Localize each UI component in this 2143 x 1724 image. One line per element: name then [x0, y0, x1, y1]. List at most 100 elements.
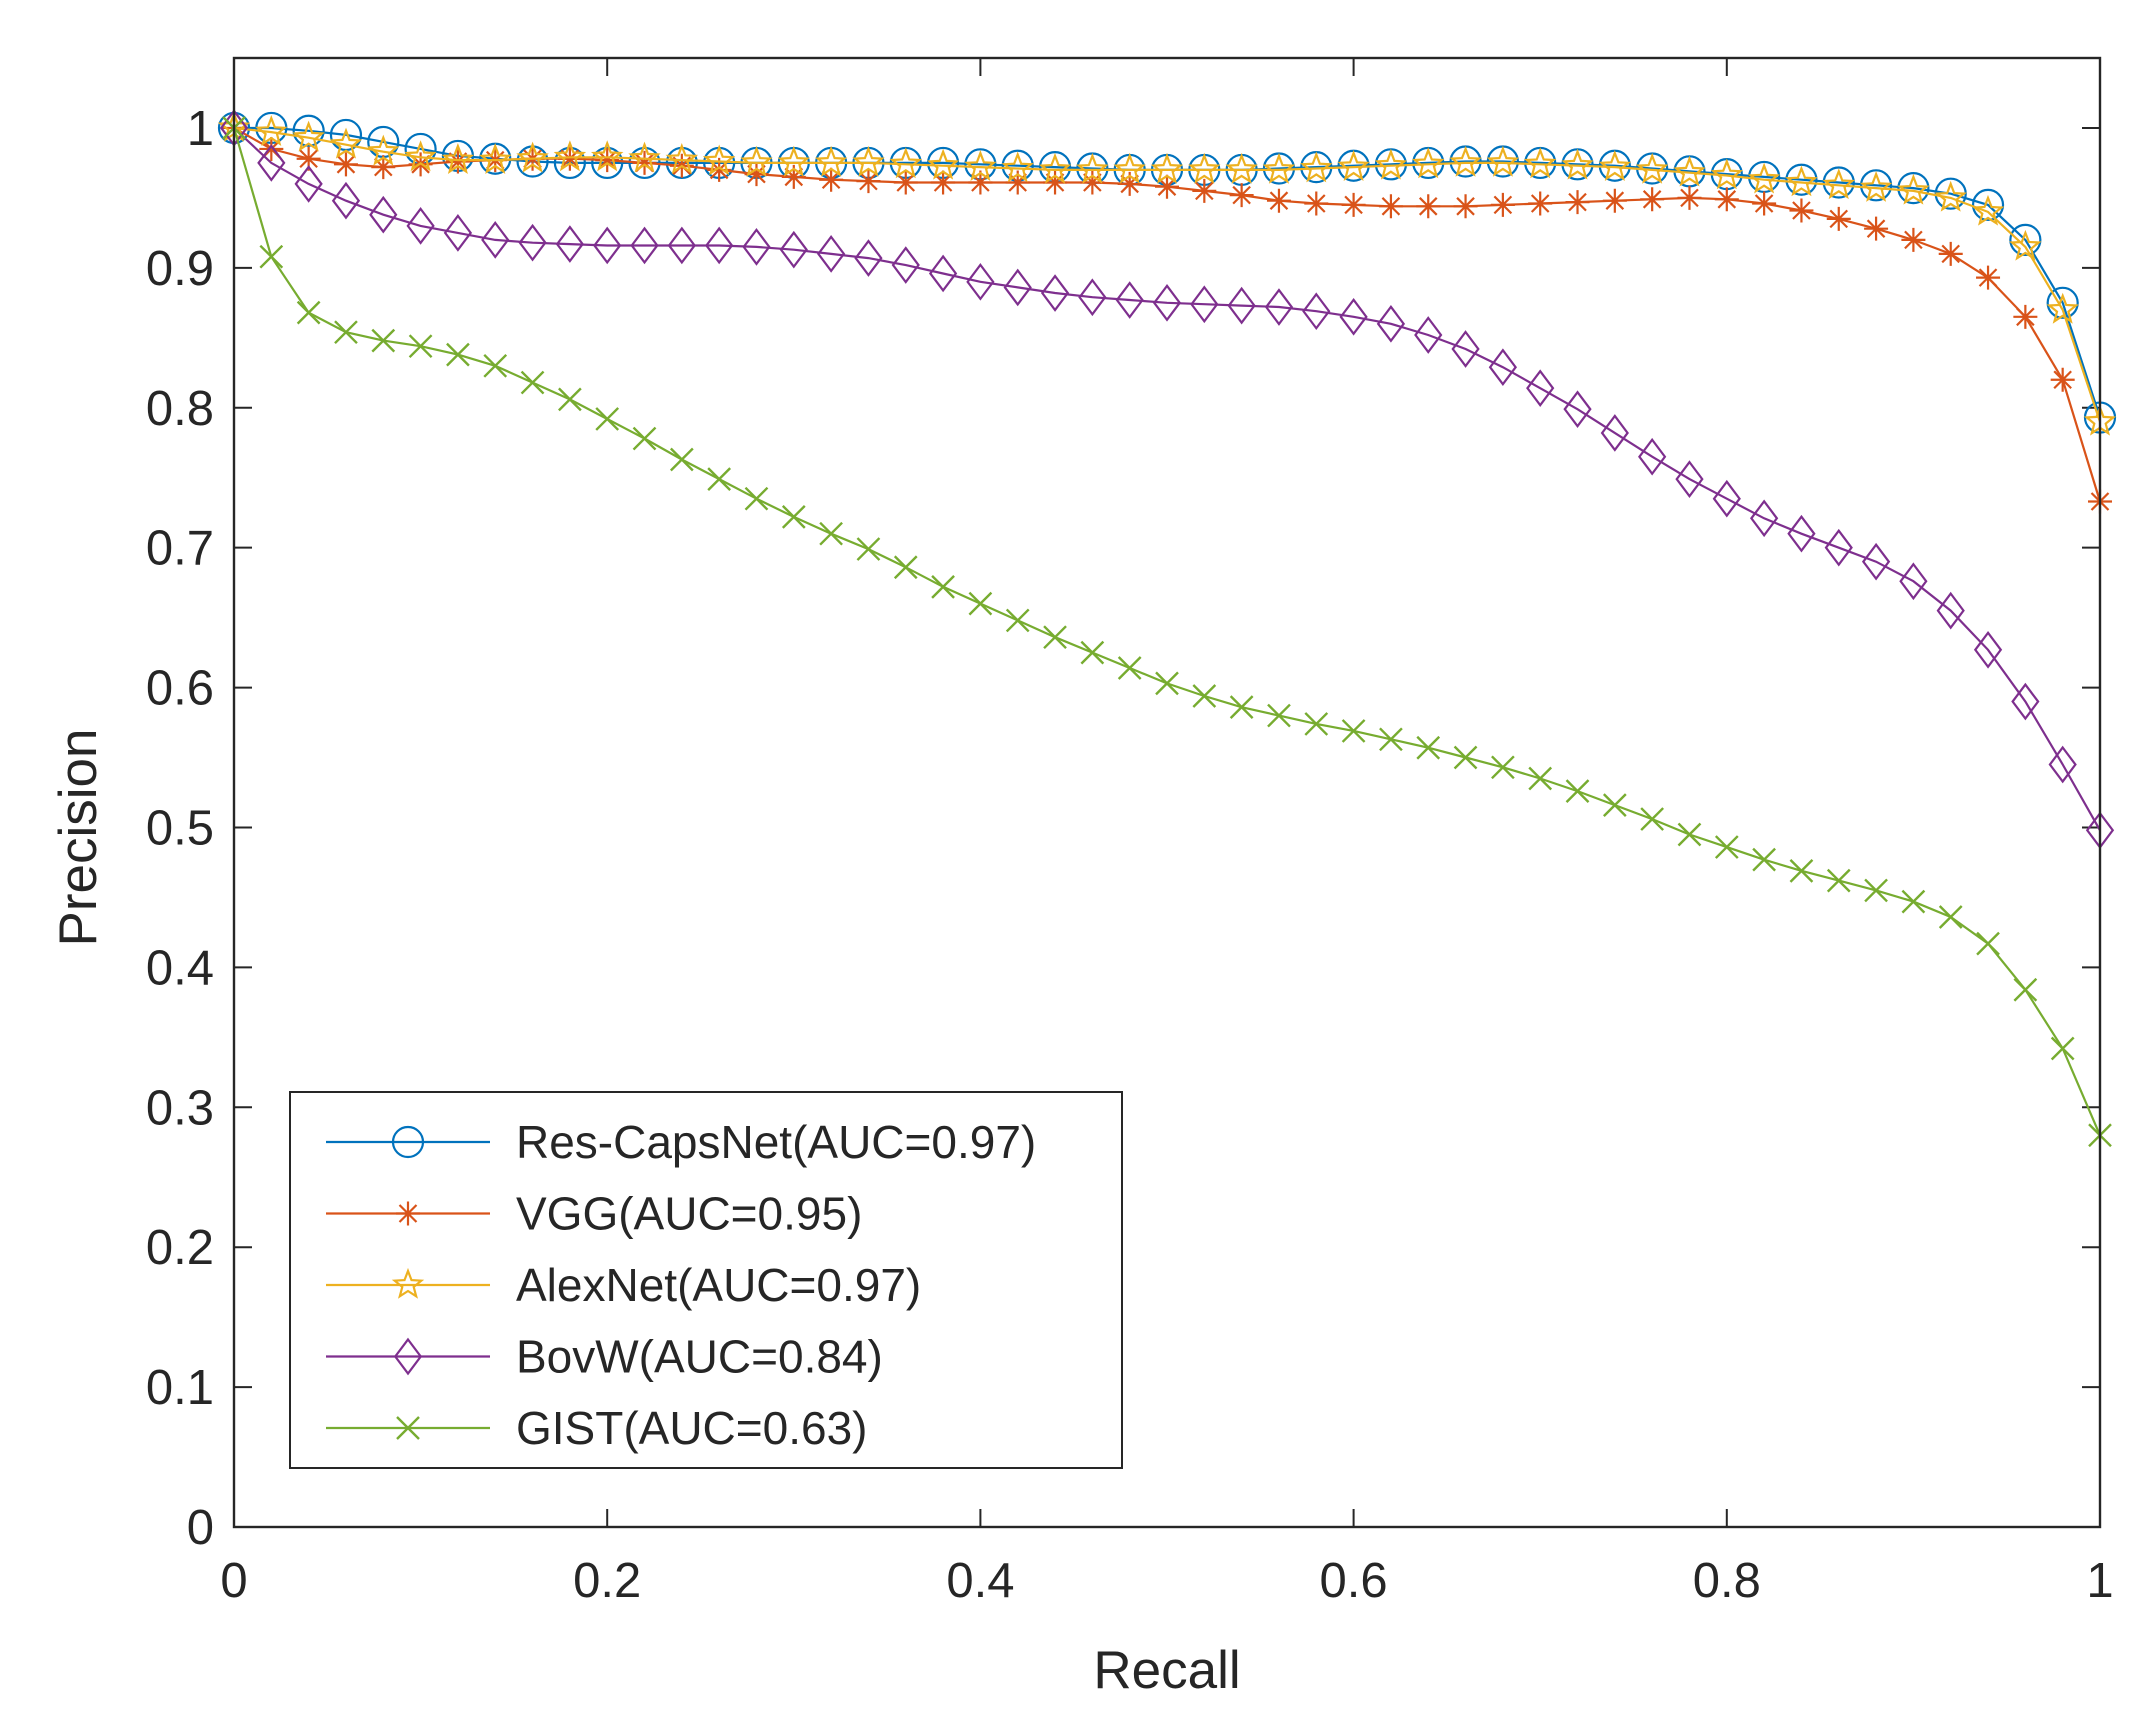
data-point-marker: [593, 226, 622, 265]
data-point-marker: [1117, 171, 1142, 196]
data-point-marker: [1262, 152, 1296, 184]
data-point-marker: [1712, 479, 1741, 518]
plot-frame: [232, 56, 2102, 1529]
data-point-marker: [1934, 177, 1967, 210]
data-point-marker: [931, 574, 955, 599]
data-point-marker: [1714, 187, 1739, 212]
data-point-marker: [819, 167, 844, 192]
data-point-marker: [2009, 223, 2042, 256]
legend-label: AlexNet(AUC=0.97): [516, 1259, 921, 1311]
data-point-marker: [1113, 152, 1146, 184]
y-tick-label: 0.6: [146, 662, 214, 716]
data-point-marker: [483, 353, 508, 378]
data-point-marker: [856, 169, 881, 194]
data-point-marker: [1826, 206, 1851, 231]
data-point-marker: [781, 164, 806, 189]
data-point-marker: [1600, 414, 1629, 452]
data-point-marker: [964, 150, 997, 181]
data-point-marker: [1602, 793, 1627, 817]
data-point-marker: [329, 127, 363, 159]
x-tick-label: 0.2: [573, 1554, 641, 1608]
data-point-marker: [966, 263, 995, 301]
data-point-marker: [558, 387, 582, 412]
data-point-marker: [555, 225, 585, 263]
data-point-marker: [1491, 755, 1515, 780]
data-point-marker: [367, 134, 400, 166]
y-tick-label: 0.8: [146, 382, 214, 436]
data-point-marker: [1528, 766, 1553, 791]
data-point-marker: [1528, 191, 1553, 216]
data-point-marker: [516, 141, 549, 173]
data-point-marker: [2050, 1036, 2075, 1061]
data-point-marker: [1638, 437, 1667, 476]
data-point-marker: [1451, 330, 1480, 368]
data-point-marker: [1897, 173, 1930, 205]
data-point-marker: [1488, 348, 1518, 387]
data-point-marker: [1523, 147, 1557, 179]
data-point-marker: [1677, 185, 1702, 210]
data-point-marker: [1225, 152, 1258, 184]
data-point-marker: [1565, 779, 1590, 803]
data-point-marker: [1640, 187, 1665, 212]
series-4: [222, 116, 2112, 1148]
data-point-marker: [742, 228, 771, 266]
data-point-marker: [1785, 163, 1818, 196]
data-point-marker: [667, 226, 696, 265]
data-point-marker: [1376, 304, 1406, 343]
data-point-marker: [406, 207, 435, 245]
data-point-marker: [1490, 192, 1515, 217]
data-point-marker: [740, 145, 773, 177]
data-point-marker: [632, 426, 657, 451]
data-point-marker: [1155, 174, 1179, 199]
data-point-marker: [1787, 514, 1816, 553]
data-point-marker: [854, 239, 883, 277]
data-point-marker: [2048, 745, 2077, 784]
data-point-marker: [334, 320, 358, 345]
data-point-marker: [255, 115, 288, 146]
legend-entry: AlexNet(AUC=0.97): [326, 1259, 921, 1311]
data-point-marker: [1302, 292, 1331, 331]
data-point-marker: [1677, 822, 1702, 847]
data-point-marker: [1304, 712, 1329, 736]
data-point-marker: [1078, 278, 1107, 317]
data-point-marker: [1043, 625, 1067, 650]
legend-label: BovW(AUC=0.84): [516, 1331, 883, 1383]
y-tick-label: 1: [187, 102, 214, 156]
data-point-marker: [1001, 151, 1034, 183]
legend-entry: GIST(AUC=0.63): [326, 1402, 868, 1454]
data-point-marker: [1976, 931, 2000, 956]
data-point-marker: [1635, 152, 1669, 184]
data-point-marker: [595, 148, 620, 173]
data-point-marker: [481, 221, 510, 259]
data-point-marker: [1341, 192, 1366, 217]
data-point-marker: [446, 342, 470, 367]
legend-marker: [396, 1416, 420, 1440]
data-point-marker: [1673, 155, 1706, 187]
data-point-marker: [1229, 695, 1254, 720]
data-point-marker: [331, 181, 361, 220]
legend-marker: [396, 1201, 420, 1226]
data-point-marker: [856, 537, 881, 561]
data-point-marker: [1005, 170, 1030, 195]
y-axis-label: Precision: [49, 729, 108, 947]
data-point-marker: [1824, 528, 1853, 567]
data-point-marker: [1859, 171, 1893, 202]
data-point-marker: [553, 140, 587, 172]
data-point-marker: [333, 152, 358, 177]
data-point-marker: [408, 334, 433, 359]
data-point-marker: [1076, 152, 1109, 184]
data-point-marker: [665, 143, 699, 174]
data-point-marker: [628, 141, 661, 173]
data-point-marker: [443, 214, 473, 252]
data-point-marker: [1339, 297, 1368, 336]
data-point-marker: [968, 591, 993, 616]
data-point-marker: [1152, 284, 1182, 322]
legend-label: VGG(AUC=0.95): [516, 1188, 862, 1240]
data-point-marker: [520, 370, 545, 395]
data-point-marker: [777, 145, 811, 177]
legend-label: GIST(AUC=0.63): [516, 1402, 868, 1454]
data-point-marker: [259, 136, 284, 161]
data-point-marker: [744, 162, 769, 187]
data-point-marker: [1897, 172, 1930, 205]
data-point-marker: [1267, 703, 1291, 728]
